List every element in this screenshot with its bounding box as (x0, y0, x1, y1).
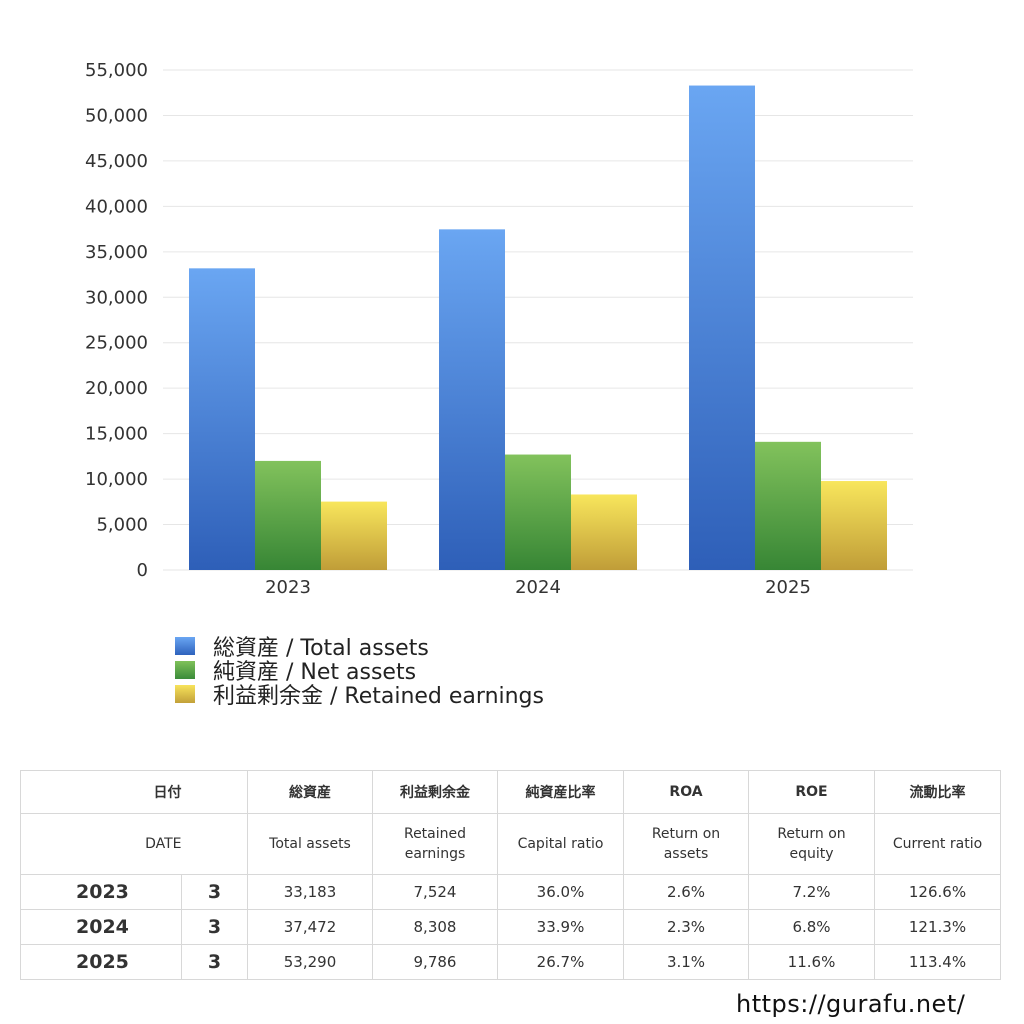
legend-swatch-total-assets (175, 637, 195, 655)
legend-item-net-assets: 純資産 / Net assets (175, 658, 544, 685)
header-total-assets-jp: 総資産 (247, 770, 373, 814)
row-retained-earnings: 8,308 (372, 909, 498, 945)
table-header-jp: 日付 総資産 利益剰余金 純資産比率 ROA ROE 流動比率 (20, 770, 1001, 814)
legend-item-total-assets: 総資産 / Total assets (175, 634, 544, 661)
x-tick-label: 2024 (515, 577, 561, 598)
header-roa: ROA (623, 770, 749, 814)
bar-retained-earnings-2024 (571, 494, 637, 570)
row-year: 2023 (20, 874, 182, 910)
table-header-en: DATE Total assets Retained earnings Capi… (20, 813, 1001, 875)
row-total-assets: 33,183 (247, 874, 373, 910)
row-roe: 6.8% (748, 909, 875, 945)
header-retained-earnings-jp: 利益剰余金 (372, 770, 498, 814)
header-current-ratio-jp: 流動比率 (874, 770, 1001, 814)
y-tick-label: 10,000 (85, 469, 148, 490)
header-retained-earnings-en: Retained earnings (372, 813, 498, 875)
header-date-en: DATE (20, 813, 182, 875)
header-retained-earnings-en-line2: earnings (404, 846, 466, 862)
header-capital-ratio-jp: 純資産比率 (497, 770, 624, 814)
bar-retained-earnings-2023 (321, 501, 387, 570)
header-roe: ROE (748, 770, 875, 814)
row-current-ratio: 113.4% (874, 944, 1001, 980)
legend-swatch-retained-earnings (175, 685, 195, 703)
chart-legend: 総資産 / Total assets 純資産 / Net assets 利益剰余… (175, 634, 544, 709)
x-tick-label: 2023 (265, 577, 311, 598)
row-year: 2024 (20, 909, 182, 945)
row-capital-ratio: 33.9% (497, 909, 624, 945)
header-capital-ratio-en: Capital ratio (497, 813, 624, 875)
header-roa-en: Return on assets (623, 813, 749, 875)
y-tick-label: 0 (137, 560, 148, 581)
header-blank-jp (181, 770, 248, 814)
row-retained-earnings: 9,786 (372, 944, 498, 980)
row-total-assets: 53,290 (247, 944, 373, 980)
header-roe-en-line2: equity (789, 846, 834, 862)
row-roa: 3.1% (623, 944, 749, 980)
row-month: 3 (181, 909, 248, 945)
row-total-assets: 37,472 (247, 909, 373, 945)
row-roe: 11.6% (748, 944, 875, 980)
row-roa: 2.3% (623, 909, 749, 945)
row-capital-ratio: 36.0% (497, 874, 624, 910)
header-blank-en (181, 813, 248, 875)
row-month: 3 (181, 874, 248, 910)
row-roe: 7.2% (748, 874, 875, 910)
y-tick-label: 35,000 (85, 242, 148, 263)
x-tick-label: 2025 (765, 577, 811, 598)
row-year: 2025 (20, 944, 182, 980)
y-tick-label: 50,000 (85, 105, 148, 126)
row-capital-ratio: 26.7% (497, 944, 624, 980)
y-tick-label: 40,000 (85, 196, 148, 217)
source-url[interactable]: https://gurafu.net/ (736, 990, 966, 1018)
bar-retained-earnings-2025 (821, 481, 887, 570)
chart-bars (189, 85, 887, 570)
legend-label-total-assets: 総資産 / Total assets (213, 636, 429, 661)
y-tick-label: 45,000 (85, 151, 148, 172)
header-current-ratio-en: Current ratio (874, 813, 1001, 875)
y-tick-label: 5,000 (96, 515, 148, 536)
header-roa-en-line2: assets (663, 846, 709, 862)
row-current-ratio: 126.6% (874, 874, 1001, 910)
row-roa: 2.6% (623, 874, 749, 910)
header-roe-en-line1: Return on (777, 826, 846, 842)
table-row: 2024 3 37,472 8,308 33.9% 2.3% 6.8% 121.… (20, 909, 1001, 945)
y-tick-label: 55,000 (85, 60, 148, 81)
financial-table: 日付 総資産 利益剰余金 純資産比率 ROA ROE 流動比率 DATE Tot… (20, 770, 1001, 980)
legend-label-net-assets: 純資産 / Net assets (213, 660, 417, 685)
legend-label-retained-earnings: 利益剰余金 / Retained earnings (213, 684, 544, 709)
row-retained-earnings: 7,524 (372, 874, 498, 910)
table-row: 2023 3 33,183 7,524 36.0% 2.6% 7.2% 126.… (20, 874, 1001, 910)
y-tick-label: 30,000 (85, 287, 148, 308)
x-axis: 2023 2024 2025 (265, 577, 811, 598)
bar-chart: 0 5,000 10,000 15,000 20,000 25,000 30,000 35,0… (85, 60, 913, 598)
header-date-jp: 日付 (20, 770, 182, 814)
y-tick-label: 15,000 (85, 424, 148, 445)
bar-total-assets-2025 (689, 85, 755, 570)
legend-swatch-net-assets (175, 661, 195, 679)
y-tick-label: 20,000 (85, 378, 148, 399)
bar-net-assets-2024 (505, 454, 571, 570)
legend-item-retained-earnings: 利益剰余金 / Retained earnings (175, 682, 544, 709)
bar-net-assets-2023 (255, 460, 321, 570)
header-roe-en: Return on equity (748, 813, 875, 875)
header-roa-en-line1: Return on (651, 826, 721, 842)
bar-total-assets-2024 (439, 229, 505, 570)
bar-net-assets-2025 (755, 441, 821, 570)
y-axis: 0 5,000 10,000 15,000 20,000 25,000 30,000 35,0… (85, 60, 148, 581)
header-total-assets-en: Total assets (247, 813, 373, 875)
bar-total-assets-2023 (189, 268, 255, 570)
row-current-ratio: 121.3% (874, 909, 1001, 945)
y-tick-label: 25,000 (85, 333, 148, 354)
row-month: 3 (181, 944, 248, 980)
header-retained-earnings-en-line1: Retained (403, 826, 467, 842)
table-row: 2025 3 53,290 9,786 26.7% 3.1% 11.6% 113… (20, 944, 1001, 980)
